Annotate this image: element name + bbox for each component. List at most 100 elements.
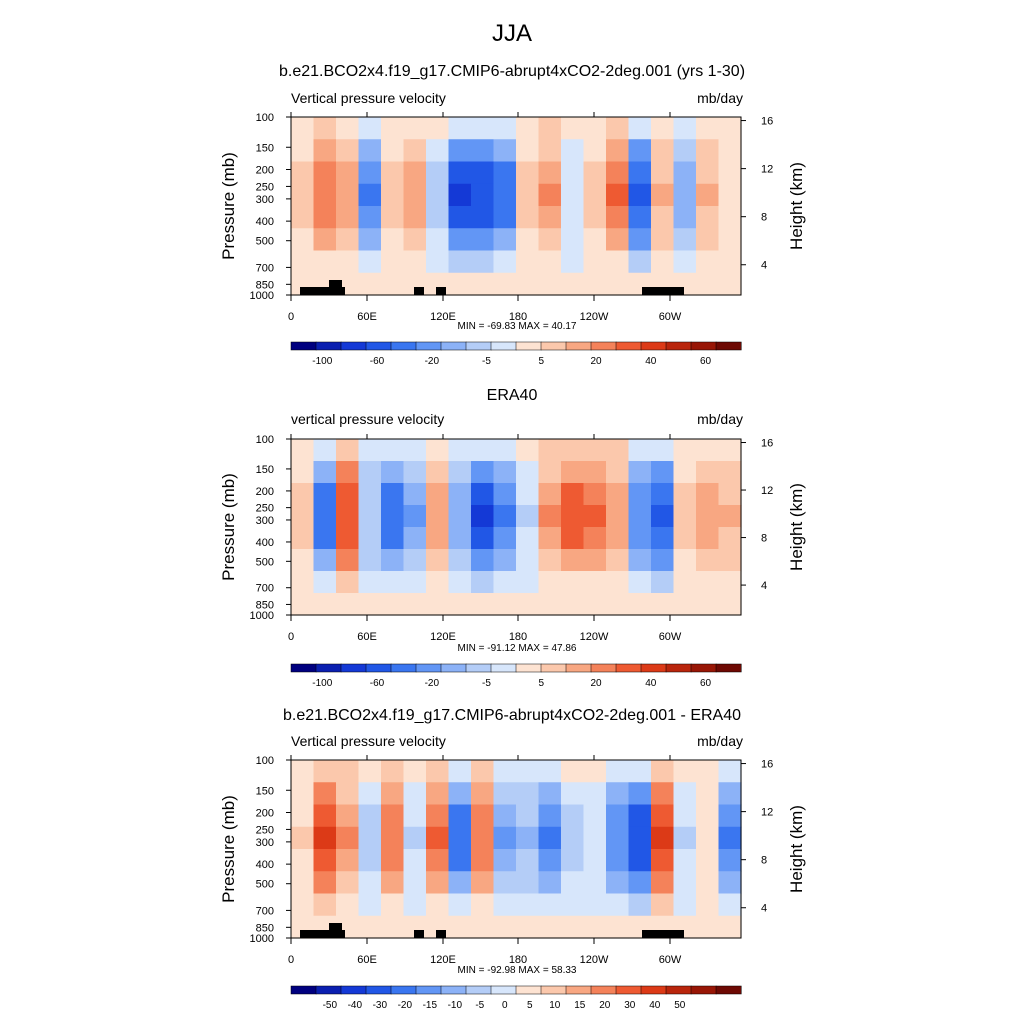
field-cell: [628, 760, 652, 783]
field-cell: [516, 117, 540, 140]
field-cell: [538, 871, 562, 895]
colorbar-swatch: [390, 663, 417, 673]
field-cell: [313, 849, 337, 872]
height-tick-label: 12: [761, 807, 773, 819]
field-cell: [448, 439, 472, 462]
colorbar-label: 20: [599, 1000, 611, 1011]
colorbar-label: -20: [425, 356, 440, 367]
field-cell: [313, 483, 337, 506]
field-cell: [381, 915, 405, 939]
field-cell: [493, 461, 517, 484]
colorbar-swatch: [615, 341, 642, 351]
field-cell: [673, 826, 697, 850]
field-cell: [381, 804, 405, 828]
field-cell: [426, 250, 450, 274]
field-cell: [516, 483, 540, 506]
field-cell: [606, 893, 630, 917]
field-cell: [471, 139, 495, 163]
colorbar-swatch: [390, 985, 417, 995]
topography-block: [329, 280, 342, 288]
colorbar-swatch: [390, 341, 417, 351]
colorbar-label: -5: [482, 356, 491, 367]
height-tick-label: 12: [761, 164, 773, 176]
field-cell: [561, 549, 585, 572]
colorbar-swatch: [715, 341, 742, 351]
colorbar-swatch: [315, 663, 342, 673]
colorbar-label: 40: [645, 678, 657, 689]
height-tick-label: 4: [761, 260, 767, 272]
height-tick-label: 4: [761, 903, 767, 915]
field-cell: [538, 161, 562, 185]
field-cell: [313, 228, 337, 252]
field-cell: [381, 483, 405, 506]
colorbar-swatch: [465, 341, 492, 351]
y-tick-label: 400: [256, 537, 274, 549]
field-cell: [718, 826, 742, 850]
field-cell: [583, 893, 607, 917]
field-cell: [561, 250, 585, 274]
field-cell: [673, 439, 697, 462]
field-cell: [516, 549, 540, 572]
field-cell: [471, 272, 495, 296]
field-cell: [426, 483, 450, 506]
field-cell: [538, 461, 562, 484]
field-cell: [336, 250, 360, 274]
panel2-units-label: mb/day: [697, 411, 743, 427]
field-cell: [538, 804, 562, 828]
panel3-min-max: MIN = -92.98 MAX = 58.33: [457, 965, 577, 976]
y-tick-label: 300: [256, 837, 274, 849]
field-cell: [583, 505, 607, 528]
panel3-units-label: mb/day: [697, 733, 743, 749]
colorbar-swatch: [465, 985, 492, 995]
field-cell: [651, 549, 675, 572]
field-cell: [516, 250, 540, 274]
field-cell: [426, 826, 450, 850]
colorbar-swatch: [290, 663, 317, 673]
y-axis-label: Pressure (mb): [219, 795, 238, 903]
field-cell: [313, 804, 337, 828]
field-cell: [471, 871, 495, 895]
field-cell: [516, 826, 540, 850]
field-cell: [561, 461, 585, 484]
field-cell: [291, 483, 315, 506]
field-cell: [696, 893, 720, 917]
x-tick-label: 180: [509, 631, 527, 643]
colorbar-swatch: [565, 341, 592, 351]
figure-title: JJA: [491, 20, 532, 47]
field-cell: [718, 505, 742, 528]
field-cell: [291, 505, 315, 528]
field-cell: [673, 760, 697, 783]
field-cell: [538, 826, 562, 850]
field-cell: [516, 893, 540, 917]
field-cell: [696, 826, 720, 850]
y-tick-label: 850: [256, 279, 274, 291]
field-cell: [358, 804, 382, 828]
field-cell: [448, 804, 472, 828]
colorbar-swatch: [440, 663, 467, 673]
field-cell: [336, 549, 360, 572]
field-cell: [403, 849, 427, 872]
field-cell: [651, 871, 675, 895]
field-cell: [291, 571, 315, 594]
colorbar-label: 5: [539, 678, 545, 689]
field-cell: [358, 483, 382, 506]
y-tick-label: 850: [256, 922, 274, 934]
field-cell: [448, 183, 472, 207]
colorbar-swatch: [365, 663, 392, 673]
field-cell: [628, 826, 652, 850]
field-cell: [381, 505, 405, 528]
field-cell: [516, 161, 540, 185]
field-cell: [403, 527, 427, 550]
field-cell: [358, 117, 382, 140]
y-tick-label: 250: [256, 824, 274, 836]
field-cell: [381, 527, 405, 550]
field-cell: [718, 571, 742, 594]
field-cell: [718, 483, 742, 506]
field-cell: [538, 593, 562, 616]
colorbar-swatch: [665, 663, 692, 673]
field-cell: [313, 161, 337, 185]
field-cell: [403, 161, 427, 185]
field-cell: [313, 871, 337, 895]
height-axis-label: Height (km): [787, 805, 806, 893]
colorbar-label: -20: [425, 678, 440, 689]
